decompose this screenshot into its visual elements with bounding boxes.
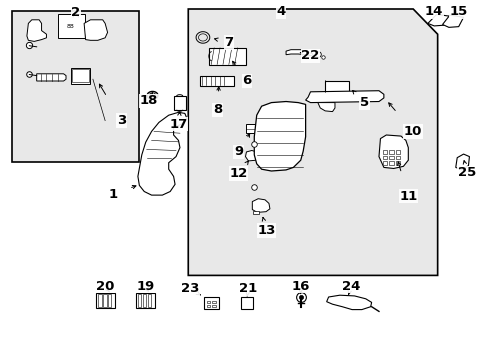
Bar	[147, 294, 151, 307]
Polygon shape	[305, 91, 383, 103]
Text: 22: 22	[301, 49, 319, 62]
Bar	[98, 294, 102, 307]
Text: 1: 1	[109, 188, 118, 201]
Text: 16: 16	[291, 280, 309, 293]
Bar	[382, 156, 386, 159]
Bar	[138, 294, 141, 307]
Polygon shape	[138, 112, 186, 195]
Bar	[212, 301, 215, 303]
Text: 23: 23	[180, 282, 199, 295]
Bar	[209, 48, 245, 65]
Bar	[204, 297, 219, 309]
Text: 15: 15	[448, 5, 467, 18]
Polygon shape	[245, 150, 258, 161]
Bar	[388, 150, 393, 154]
Polygon shape	[252, 199, 269, 212]
Polygon shape	[455, 154, 468, 170]
Text: 3: 3	[117, 114, 125, 127]
Text: 17: 17	[169, 118, 187, 131]
Bar	[395, 156, 399, 159]
Bar	[382, 150, 386, 154]
Polygon shape	[378, 135, 407, 168]
Text: 6: 6	[242, 75, 251, 87]
Polygon shape	[27, 20, 46, 41]
Bar	[206, 305, 210, 307]
Bar	[108, 294, 111, 307]
Bar	[246, 124, 259, 133]
Text: 3: 3	[117, 114, 125, 127]
Polygon shape	[84, 20, 107, 40]
Bar	[199, 76, 233, 86]
Bar	[325, 81, 348, 92]
Polygon shape	[188, 9, 437, 275]
Text: 10: 10	[403, 125, 422, 138]
Polygon shape	[442, 15, 463, 27]
Text: 4: 4	[276, 5, 285, 18]
Text: 8: 8	[213, 103, 222, 116]
Bar	[382, 161, 386, 165]
Text: 11: 11	[398, 190, 417, 203]
Polygon shape	[285, 50, 312, 56]
Text: 13: 13	[257, 224, 275, 237]
Text: 20: 20	[96, 280, 114, 293]
Bar	[388, 156, 393, 159]
Text: 2: 2	[71, 6, 80, 19]
Text: 25: 25	[457, 166, 475, 179]
Text: 7: 7	[224, 36, 233, 49]
Polygon shape	[326, 295, 371, 310]
Bar	[206, 301, 210, 303]
Bar	[71, 68, 90, 84]
Polygon shape	[317, 103, 334, 112]
Bar	[12, 11, 139, 162]
Bar	[240, 297, 252, 309]
Polygon shape	[254, 102, 305, 171]
Bar	[173, 96, 185, 110]
Text: 12: 12	[229, 167, 247, 180]
Text: 21: 21	[239, 282, 257, 295]
Bar	[136, 293, 154, 308]
Polygon shape	[427, 14, 449, 26]
Text: 9: 9	[234, 145, 243, 158]
Text: 24: 24	[341, 280, 360, 293]
Text: 18: 18	[140, 94, 158, 107]
Bar	[388, 161, 393, 165]
Bar	[96, 293, 115, 308]
Bar	[253, 211, 259, 214]
Text: 14: 14	[424, 5, 443, 18]
Bar	[103, 294, 106, 307]
Text: 5: 5	[359, 96, 368, 109]
Bar	[212, 305, 215, 307]
Bar	[395, 161, 399, 165]
Text: 2: 2	[71, 6, 80, 19]
Bar	[72, 69, 89, 82]
Bar	[58, 14, 84, 38]
Bar	[142, 294, 146, 307]
Bar	[395, 150, 399, 154]
Text: 88: 88	[67, 24, 75, 29]
Text: 19: 19	[136, 280, 155, 293]
Polygon shape	[37, 74, 66, 81]
